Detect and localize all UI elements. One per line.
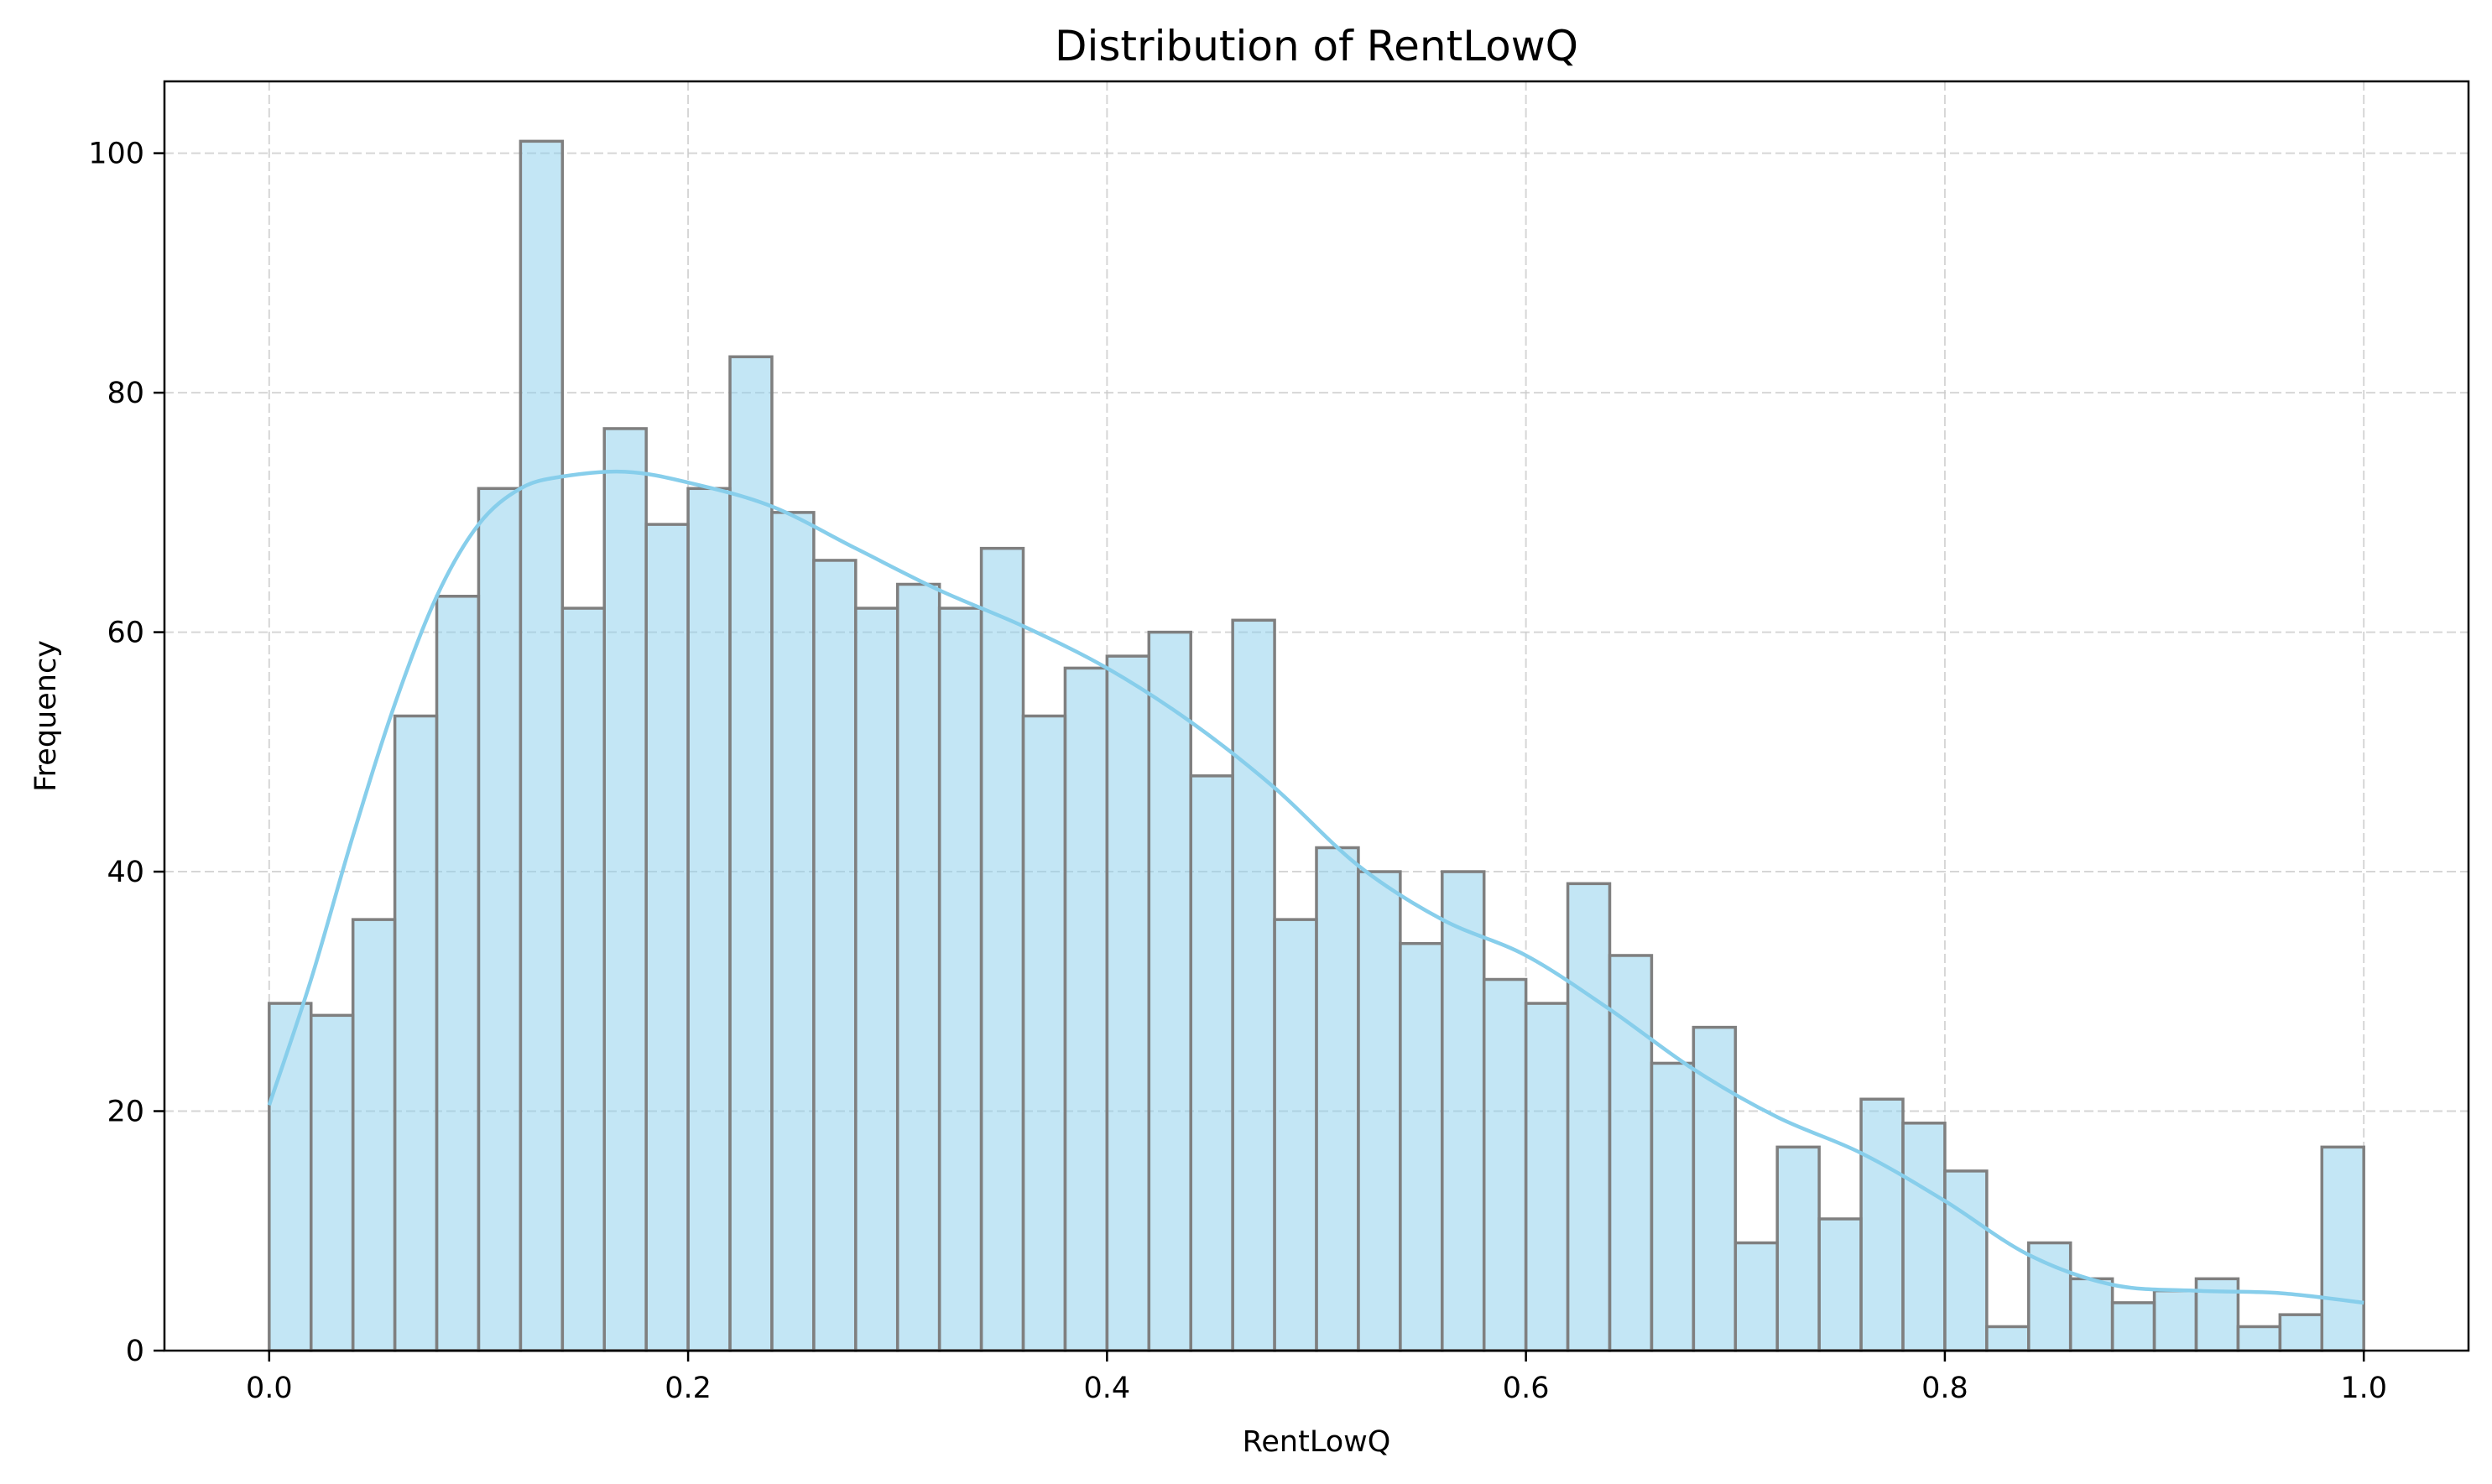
histogram-bar <box>1441 870 1486 1352</box>
histogram-bar <box>1105 654 1151 1352</box>
x-tick-label: 0.0 <box>246 1372 293 1405</box>
histogram-bar <box>393 714 439 1352</box>
x-tick-label: 0.2 <box>665 1372 712 1405</box>
histogram-bar <box>2278 1313 2324 1352</box>
histogram-bar <box>1901 1122 1947 1352</box>
histogram-bar <box>1021 714 1067 1352</box>
histogram-bar <box>1399 941 1444 1352</box>
axis-ticks: 0.0 0.2 0.4 0.6 0.8 1.0 0 20 40 60 80 100 <box>88 138 2387 1405</box>
histogram-bar <box>309 1013 355 1352</box>
histogram-bar <box>1733 1241 1779 1352</box>
histogram-bars <box>268 139 2365 1352</box>
histogram-bar <box>268 1002 313 1352</box>
histogram-bar <box>1273 918 1318 1352</box>
y-tick-label: 60 <box>107 617 144 650</box>
histogram-bar <box>1775 1145 1821 1352</box>
histogram-bar <box>895 582 941 1352</box>
histogram-bar <box>2320 1145 2365 1352</box>
histogram-bar <box>519 139 565 1352</box>
histogram-bar <box>1859 1097 1905 1352</box>
histogram-bar <box>1692 1025 1738 1352</box>
histogram-bar <box>1231 618 1276 1352</box>
y-tick-label: 100 <box>88 138 144 171</box>
x-tick-label: 0.4 <box>1084 1372 1131 1405</box>
histogram-bar <box>2152 1289 2198 1352</box>
histogram-bar <box>560 607 606 1352</box>
histogram-bar <box>602 427 648 1352</box>
y-tick-label: 20 <box>107 1096 144 1129</box>
chart-title: Distribution of RentLowQ <box>1055 22 1578 70</box>
y-tick-label: 80 <box>107 377 144 410</box>
x-tick-label: 1.0 <box>2340 1372 2387 1405</box>
y-tick-label: 40 <box>107 856 144 889</box>
histogram-bar <box>1063 666 1109 1352</box>
histogram-bar <box>435 595 481 1352</box>
histogram-bar <box>351 918 397 1352</box>
histogram-bar <box>1189 774 1234 1352</box>
plot-frame <box>163 80 2470 1352</box>
histogram-bar <box>1147 630 1192 1352</box>
histogram-bar <box>1524 1002 1570 1352</box>
histogram-bar <box>1650 1061 1696 1352</box>
histogram-bar <box>1315 846 1360 1352</box>
histogram-bar <box>770 511 816 1352</box>
histogram-bar <box>1943 1169 1989 1352</box>
histogram-bar <box>1817 1217 1863 1352</box>
x-tick-label: 0.8 <box>1921 1372 1968 1405</box>
y-axis-label: Frequency <box>29 640 63 792</box>
kde-curve <box>267 469 2364 1305</box>
histogram-bar <box>644 523 690 1352</box>
histogram-bar <box>477 487 523 1352</box>
x-axis-label: RentLowQ <box>1243 1425 1391 1459</box>
histogram-bar <box>854 607 899 1352</box>
histogram-bar <box>686 487 732 1352</box>
x-tick-label: 0.6 <box>1503 1372 1550 1405</box>
y-tick-label: 0 <box>126 1335 144 1368</box>
histogram-bar <box>1357 870 1402 1352</box>
histogram-bar <box>937 607 983 1352</box>
histogram-bar <box>1985 1325 2031 1352</box>
histogram-bar <box>2236 1325 2282 1352</box>
histogram-bar <box>812 559 858 1352</box>
histogram-bar <box>2110 1301 2156 1352</box>
histogram-bar <box>1566 882 1612 1352</box>
histogram-bar <box>2068 1277 2114 1352</box>
histogram-bar <box>979 546 1025 1352</box>
histogram-bar <box>1482 977 1528 1352</box>
